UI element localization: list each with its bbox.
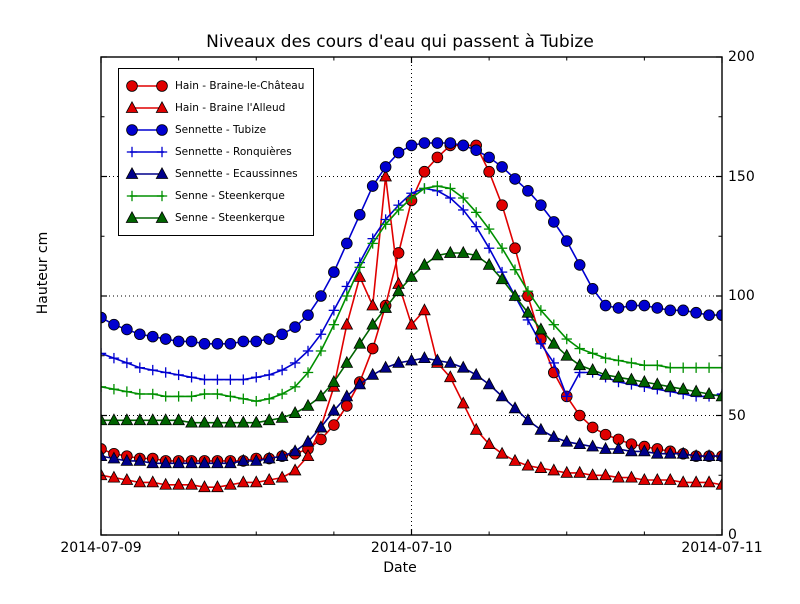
y-tick-1: 50 <box>728 407 746 424</box>
legend-marker-triangle-icon <box>125 166 169 179</box>
legend-marker-circle-icon <box>126 124 168 136</box>
y-tick-3: 150 <box>728 168 755 185</box>
x-axis-label: Date <box>383 560 417 576</box>
series-2 <box>101 137 722 350</box>
y-axis-label: Hauteur cm <box>35 231 51 315</box>
series-1 <box>101 169 722 493</box>
x-tick-2: 2014-07-11 <box>681 540 763 556</box>
legend-item-4: Sennette - Ecaussinnes <box>124 163 308 185</box>
y-tick-4: 200 <box>728 49 755 65</box>
legend-marker-triangle-icon <box>125 100 169 113</box>
series-5 <box>101 180 722 407</box>
chart-legend: Hain - Braine-le-Château Hain - Braine l'… <box>118 68 314 236</box>
x-tick-1: 2014-07-10 <box>370 540 453 556</box>
legend-label-4: Sennette - Ecaussinnes <box>175 168 298 180</box>
legend-item-0: Hain - Braine-le-Château <box>124 75 308 97</box>
legend-label-3: Sennette - Ronquières <box>175 146 292 158</box>
legend-label-1: Hain - Braine l'Alleud <box>175 102 286 114</box>
series-6 <box>101 245 722 428</box>
chart-title: Niveaux des cours d'eau qui passent à Tu… <box>206 32 594 52</box>
legend-label-0: Hain - Braine-le-Château <box>175 80 305 92</box>
legend-item-2: Sennette - Tubize <box>124 119 308 141</box>
y-tick-2: 100 <box>728 288 755 304</box>
legend-marker-plus-icon <box>126 146 168 158</box>
legend-item-5: Senne - Steenkerque <box>124 185 308 207</box>
legend-label-5: Senne - Steenkerque <box>175 190 285 202</box>
legend-item-6: Senne - Steenkerque <box>124 207 308 229</box>
series-4 <box>101 351 722 469</box>
legend-item-1: Hain - Braine l'Alleud <box>124 97 308 119</box>
legend-marker-circle-icon <box>126 80 168 92</box>
y-tick-0: 0 <box>728 527 737 543</box>
x-tick-0: 2014-07-09 <box>60 540 142 556</box>
legend-marker-plus-icon <box>126 190 168 202</box>
legend-marker-triangle-icon <box>125 210 169 223</box>
legend-label-6: Senne - Steenkerque <box>175 212 285 224</box>
legend-label-2: Sennette - Tubize <box>175 124 267 136</box>
legend-item-3: Sennette - Ronquières <box>124 141 308 163</box>
